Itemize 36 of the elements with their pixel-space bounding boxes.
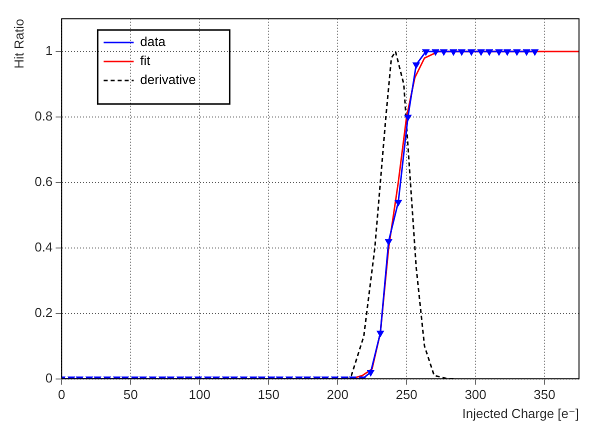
point	[478, 49, 484, 56]
x-tick-label: 350	[534, 387, 556, 402]
point	[514, 49, 520, 56]
x-tick-label: 50	[123, 387, 138, 402]
x-tick-label: 300	[464, 387, 486, 402]
point	[523, 49, 530, 56]
point	[412, 62, 420, 68]
x-tick-label: 250	[396, 387, 418, 402]
point	[422, 49, 430, 56]
point	[496, 49, 502, 56]
point	[385, 239, 392, 246]
x-tick-label: 200	[326, 387, 348, 402]
y-tick-label: 0.2	[34, 304, 53, 320]
x-axis-title: Injected Charge [e⁻]	[462, 406, 579, 421]
point	[468, 49, 475, 56]
point	[404, 114, 412, 121]
point	[394, 200, 402, 206]
y-tick-label: 1	[45, 43, 53, 58]
point	[532, 49, 538, 56]
y-axis-title: Hit Ratio	[11, 18, 26, 69]
point	[450, 49, 457, 56]
point	[486, 49, 493, 56]
legend-label: derivative	[140, 72, 196, 88]
point	[432, 49, 439, 56]
point	[458, 49, 466, 56]
point	[504, 49, 511, 56]
point	[440, 49, 448, 56]
y-tick-label: 0.6	[34, 174, 53, 190]
y-tick-label: 0	[45, 370, 53, 386]
x-tick-label: 0	[58, 387, 66, 402]
y-tick-label: 0.8	[34, 108, 53, 124]
legend-label: data	[140, 34, 166, 50]
y-tick-label: 0.4	[34, 239, 53, 254]
legend-label: fit	[140, 53, 151, 68]
x-tick-label: 150	[258, 387, 280, 402]
x-tick-label: 100	[188, 387, 210, 402]
